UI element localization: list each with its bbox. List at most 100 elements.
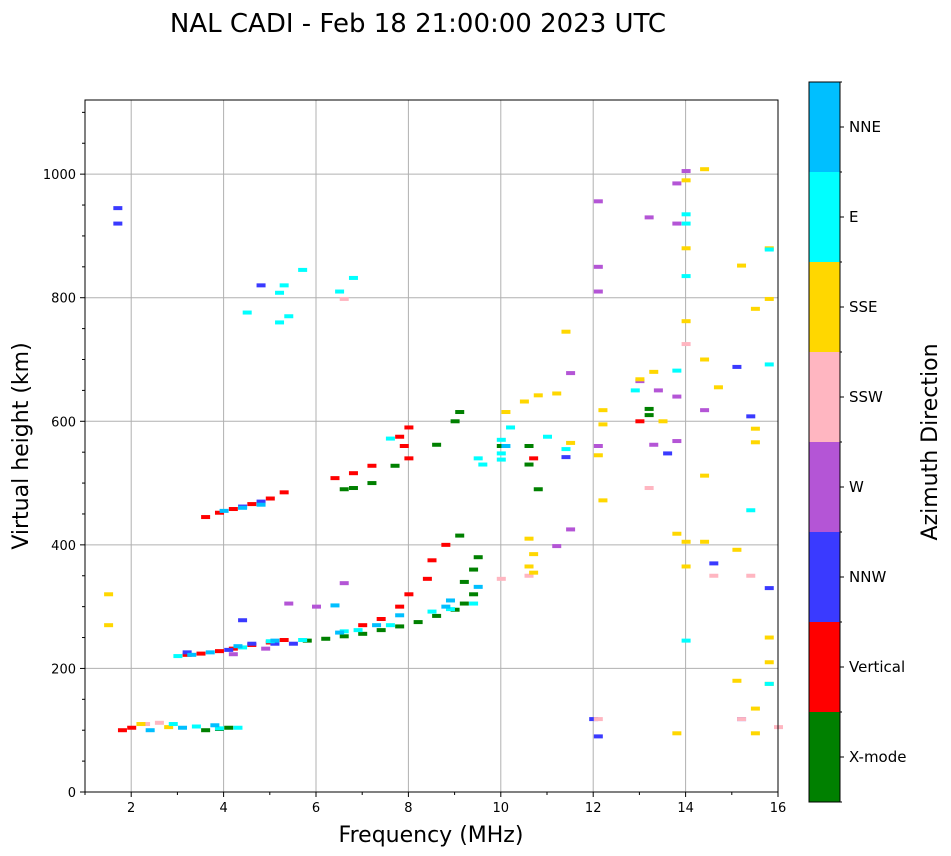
data-point-nnw-19 (238, 618, 248, 623)
data-point-e-28 (191, 724, 201, 729)
data-point-sse-12 (593, 453, 603, 458)
data-point-sse-35 (764, 296, 774, 301)
data-point-e-9 (496, 437, 506, 442)
data-point-vertical-2 (182, 652, 192, 657)
y-axis-label: Virtual height (km) (9, 342, 34, 549)
data-point-e-27 (168, 722, 178, 727)
data-point-vertical-14 (427, 558, 437, 563)
data-point-nne-16 (256, 502, 266, 507)
y-tick-label: 200 (51, 662, 76, 677)
data-point-nnw-12 (709, 561, 719, 566)
data-point-sse-28 (681, 564, 691, 569)
data-point-e-20 (681, 274, 691, 279)
y-tick-label: 1000 (43, 168, 76, 183)
data-point-nne-2 (210, 723, 220, 728)
data-point-vertical-12 (404, 592, 414, 597)
data-point-ssw-1 (154, 720, 164, 725)
data-point-vertical-0 (117, 728, 127, 733)
x-axis-label: Frequency (MHz) (339, 823, 524, 848)
data-point-e-32 (238, 645, 248, 650)
data-point-vertical-28 (395, 434, 405, 439)
data-point-e-2 (275, 290, 285, 295)
data-point-nne-9 (395, 613, 405, 618)
data-point-sse-44 (750, 731, 760, 736)
data-point-w-17 (339, 581, 349, 586)
colorbar-swatch-w (809, 442, 840, 532)
data-point-sse-2 (136, 722, 146, 727)
data-point-e-38 (445, 607, 455, 612)
data-point-nne-1 (178, 725, 188, 730)
data-point-sse-42 (732, 678, 742, 683)
data-point-x-mode-13 (469, 592, 479, 597)
data-point-nnw-5 (182, 650, 192, 655)
colorbar-label-nnw: NNW (849, 568, 886, 586)
data-point-w-5 (672, 221, 682, 226)
data-point-w-0 (593, 199, 603, 204)
data-point-sse-23 (700, 473, 710, 478)
data-point-w-6 (681, 169, 691, 174)
data-point-w-19 (312, 604, 321, 609)
data-point-ssw-0 (141, 722, 151, 727)
data-point-e-11 (496, 457, 506, 462)
x-tick-label: 16 (770, 801, 787, 816)
data-point-e-16 (561, 447, 571, 452)
data-point-x-mode-20 (367, 481, 377, 486)
data-point-sse-43 (750, 706, 760, 711)
colorbar-swatch-vertical (809, 622, 840, 712)
data-point-vertical-4 (214, 649, 224, 654)
data-point-x-mode-5 (339, 634, 349, 639)
grid (85, 100, 779, 793)
data-point-e-5 (298, 267, 308, 272)
data-point-nne-11 (330, 603, 340, 608)
data-point-e-36 (353, 628, 363, 633)
colorbar-label-sse: SSE (849, 298, 878, 316)
data-point-sse-27 (732, 547, 742, 552)
data-point-sse-6 (533, 393, 543, 398)
data-point-sse-16 (658, 419, 668, 424)
data-point-e-12 (473, 456, 483, 461)
data-point-x-mode-0 (201, 728, 211, 733)
data-point-nnw-6 (224, 647, 234, 652)
data-point-nne-5 (233, 644, 243, 649)
data-point-e-29 (214, 726, 224, 731)
plot-frame (84, 99, 779, 793)
data-point-x-mode-23 (450, 419, 460, 424)
data-point-ssw-3 (496, 576, 506, 581)
data-point-x-mode-18 (348, 486, 358, 491)
data-point-ssw-4 (524, 573, 534, 578)
data-point-e-39 (469, 601, 479, 606)
data-point-w-20 (228, 652, 238, 657)
data-point-e-10 (496, 451, 506, 456)
colorbar-label-nne: NNE (849, 118, 881, 136)
data-point-nnw-18 (561, 455, 571, 460)
data-point-x-mode-24 (455, 410, 465, 415)
data-point-sse-1 (104, 623, 114, 628)
data-point-sse-4 (501, 410, 511, 415)
data-point-vertical-23 (348, 471, 358, 476)
colorbar-label: Azimuth Direction (918, 343, 943, 540)
data-point-vertical-25 (404, 456, 414, 461)
data-point-vertical-11 (395, 604, 405, 609)
data-point-sse-33 (737, 263, 747, 268)
data-point-sse-3 (164, 725, 174, 730)
data-point-x-mode-19 (339, 487, 349, 492)
colorbar-label-vertical: Vertical (849, 658, 905, 676)
data-point-nne-7 (335, 630, 345, 635)
data-point-e-33 (265, 639, 275, 644)
data-point-x-mode-9 (413, 620, 423, 625)
data-point-vertical-18 (228, 507, 238, 512)
data-point-x-mode-27 (524, 444, 534, 448)
data-point-x-mode-7 (376, 628, 386, 633)
data-point-w-3 (644, 215, 654, 220)
data-point-x-mode-3 (302, 638, 312, 643)
data-point-ssw-2 (339, 296, 349, 301)
data-point-e-15 (543, 434, 552, 439)
data-point-sse-20 (681, 319, 691, 324)
data-point-x-mode-30 (644, 406, 654, 411)
data-point-vertical-20 (265, 496, 275, 501)
data-point-sse-5 (519, 399, 529, 404)
data-point-w-4 (672, 181, 682, 186)
data-point-vertical-3 (196, 651, 206, 656)
data-point-e-17 (630, 388, 640, 393)
data-point-vertical-29 (529, 456, 539, 461)
